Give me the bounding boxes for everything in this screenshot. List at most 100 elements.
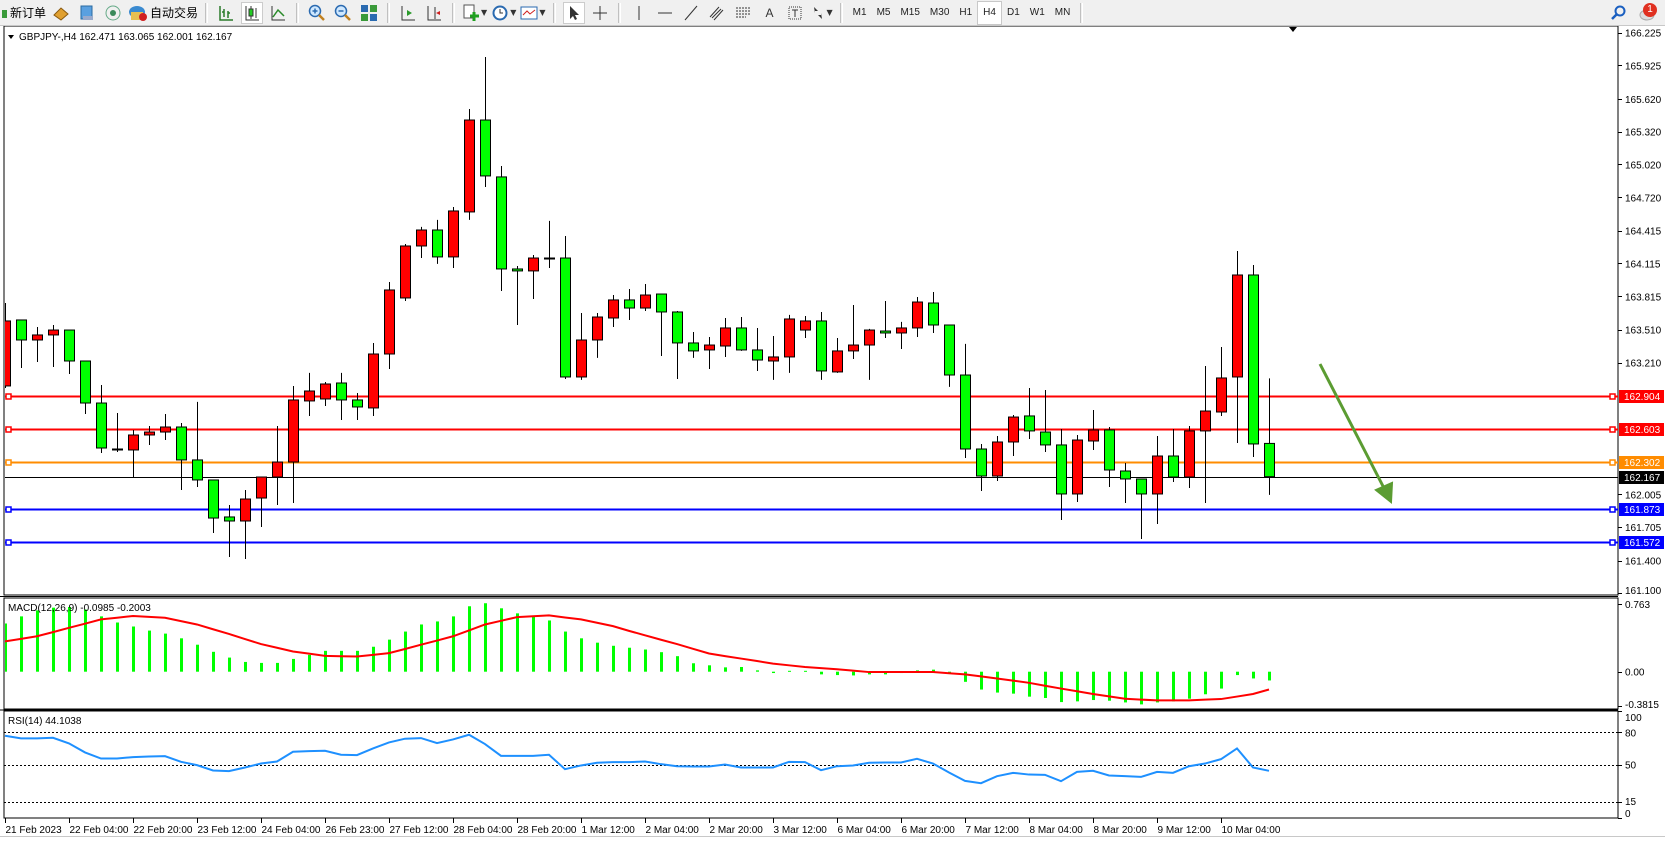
macd-histogram-bar	[676, 656, 679, 672]
equidistant-channel-tool[interactable]	[706, 2, 728, 24]
candle-bullish	[112, 448, 123, 451]
line-handle[interactable]	[1609, 393, 1616, 400]
tile-windows-button[interactable]	[358, 2, 380, 24]
chevron-down-icon: ▼	[539, 8, 546, 17]
new-order-button[interactable]: 新订单	[2, 2, 46, 24]
timeframe-m30-button[interactable]: M30	[929, 7, 950, 18]
line-handle[interactable]	[5, 426, 12, 433]
time-tick-label: 28 Feb 04:00	[454, 825, 513, 836]
rsi-axis-label: 15	[1625, 797, 1637, 808]
candle-bullish	[1200, 410, 1211, 432]
time-tick-label: 22 Feb 04:00	[70, 825, 129, 836]
timeframe-h4-button[interactable]: H4	[977, 0, 1002, 25]
line-handle[interactable]	[5, 539, 12, 546]
toolbar: 新订单 自动交易 ▼ ▼ ▼ A ▼ M1 M5 M15 M30 H1 H4 D1 W1 MN …	[0, 0, 1665, 26]
arrows-tool[interactable]: ▼	[810, 2, 833, 24]
macd-histogram-bar	[1172, 671, 1175, 702]
notifications-button[interactable]: 1	[1633, 2, 1663, 24]
timeframe-w1-button[interactable]: W1	[1029, 7, 1045, 18]
zoom-in-button[interactable]	[306, 2, 328, 24]
line-chart-icon	[271, 5, 286, 20]
templates-button[interactable]: ▼	[520, 2, 546, 24]
macd-histogram-bar	[420, 624, 423, 672]
chart-canvas[interactable]: GBPJPY-,H4 162.471 163.065 162.001 162.1…	[0, 26, 1665, 841]
chart-shift-button[interactable]	[423, 2, 445, 24]
vertical-line-tool[interactable]	[628, 2, 650, 24]
market-watch-button[interactable]	[50, 2, 72, 24]
time-tick-label: 2 Mar 20:00	[710, 825, 764, 836]
candle-bullish	[608, 299, 619, 319]
macd-histogram-bar	[84, 609, 87, 672]
trendline-tool[interactable]	[680, 2, 702, 24]
line-handle[interactable]	[5, 459, 12, 466]
text-tool[interactable]: A	[758, 2, 780, 24]
macd-histogram-bar	[212, 651, 215, 672]
chart-shift-marker[interactable]	[1289, 27, 1297, 32]
horizontal-line-tool[interactable]	[654, 2, 676, 24]
line-handle[interactable]	[1609, 459, 1616, 466]
candle-bullish	[1152, 455, 1163, 495]
crosshair-tool[interactable]	[589, 2, 611, 24]
timeframe-h1-button[interactable]: H1	[959, 7, 973, 18]
timeframe-m1-button[interactable]: M1	[852, 7, 867, 18]
timeframe-m15-button[interactable]: M15	[900, 7, 920, 18]
down-arrow-annotation[interactable]	[1318, 363, 1394, 504]
macd-histogram-bar	[1028, 671, 1031, 697]
macd-histogram-bar	[116, 622, 119, 672]
separator	[839, 2, 843, 23]
navigator-button[interactable]	[102, 2, 124, 24]
candlestick-icon	[245, 5, 260, 20]
clock-icon	[492, 5, 508, 20]
candle-bearish	[352, 399, 363, 408]
search-button[interactable]	[1607, 2, 1629, 24]
price-tick-label: 161.705	[1625, 523, 1662, 534]
zoom-out-button[interactable]	[332, 2, 354, 24]
indicators-button[interactable]: ▼	[462, 2, 487, 24]
candle-bearish	[1056, 444, 1067, 495]
candlestick-chart-button[interactable]	[241, 1, 264, 24]
data-window-button[interactable]	[76, 2, 98, 24]
symbol-menu-triangle-icon[interactable]	[8, 35, 14, 39]
crosshair-icon	[592, 5, 607, 20]
time-tick-label: 21 Feb 2023	[6, 825, 63, 836]
timeframe-d1-button[interactable]: D1	[1006, 7, 1020, 18]
periodicity-button[interactable]: ▼	[491, 2, 516, 24]
price-tick-label: 161.100	[1625, 586, 1662, 597]
candle-bearish	[208, 479, 219, 519]
line-handle[interactable]	[1609, 506, 1616, 513]
price-level-label: 162.302	[1624, 458, 1661, 469]
macd-histogram-bar	[852, 671, 855, 676]
price-level-label: 162.603	[1624, 425, 1661, 436]
chart-window[interactable]: GBPJPY-,H4 162.471 163.065 162.001 162.1…	[0, 26, 1665, 841]
macd-histogram-bar	[932, 669, 935, 672]
price-tick-label: 165.925	[1625, 61, 1662, 72]
line-handle[interactable]	[5, 393, 12, 400]
candle-bullish	[1088, 429, 1099, 442]
auto-trading-button[interactable]: 自动交易	[128, 2, 198, 24]
macd-histogram-bar	[1236, 671, 1239, 676]
macd-histogram-bar	[1124, 671, 1127, 703]
candle-bullish	[416, 229, 427, 247]
timeframe-m5-button[interactable]: M5	[876, 7, 891, 18]
line-handle[interactable]	[1609, 426, 1616, 433]
text-label-tool[interactable]	[784, 2, 806, 24]
candle-bullish	[720, 327, 731, 347]
bar-chart-button[interactable]	[215, 2, 237, 24]
time-tick-label: 22 Feb 20:00	[134, 825, 193, 836]
time-tick-label: 26 Feb 23:00	[326, 825, 385, 836]
line-handle[interactable]	[1609, 539, 1616, 546]
macd-histogram-bar	[5, 623, 7, 672]
price-tick-label: 163.815	[1625, 292, 1662, 303]
fibonacci-tool[interactable]	[732, 2, 754, 24]
line-handle[interactable]	[5, 506, 12, 513]
line-chart-button[interactable]	[267, 2, 289, 24]
auto-scroll-button[interactable]	[397, 2, 419, 24]
macd-histogram-bar	[996, 671, 999, 693]
price-level-tag	[1619, 471, 1664, 484]
timeframe-group: M1 M5 M15 M30 H1 H4 D1 W1 MN	[848, 0, 1076, 25]
candle-bullish	[128, 434, 139, 451]
price-level-tag	[1619, 456, 1664, 469]
cursor-tool[interactable]	[562, 1, 585, 24]
candle-bullish	[160, 426, 171, 433]
timeframe-mn-button[interactable]: MN	[1054, 7, 1071, 18]
